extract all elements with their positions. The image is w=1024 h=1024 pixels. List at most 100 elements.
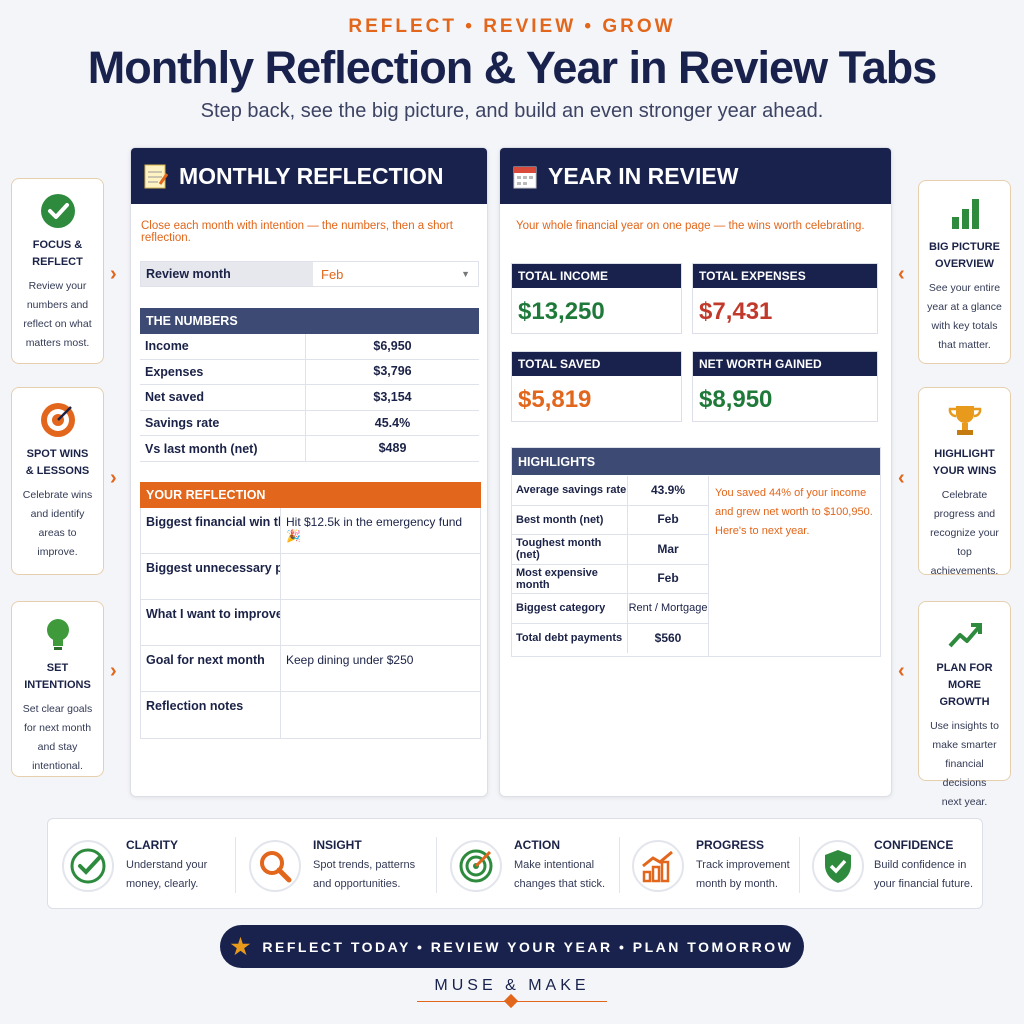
side-card-title: BIG PICTURE OVERVIEW [929, 241, 1000, 270]
kpi-total-saved: TOTAL SAVED $5,819 [511, 351, 682, 422]
shield-check-icon [825, 850, 851, 883]
reflection-input[interactable] [280, 692, 480, 738]
table-row: Most expensive month Feb [512, 564, 708, 594]
kpi-value: $13,250 [518, 298, 605, 325]
benefits-strip: CLARITY Understand your money, clearly. IN… [47, 818, 983, 909]
side-card-title: PLAN FOR MORE GROWTH [936, 662, 993, 708]
reflection-row: What I want to improve [141, 600, 480, 646]
check-circle-icon [70, 848, 106, 884]
table-row: Toughest month (net) Mar [512, 534, 708, 565]
side-card-text: Review your numbers and reflect on what mat… [23, 280, 92, 349]
brand-name: MUSE & MAKE [434, 977, 590, 994]
side-card-title: HIGHLIGHT YOUR WINS [932, 448, 997, 477]
year-panel-title: YEAR IN REVIEW [548, 162, 739, 189]
trophy-icon [948, 406, 981, 435]
arrow-left-icon: ‹ [898, 263, 905, 285]
reflection-row: Goal for next month Keep dining under $25… [141, 646, 480, 692]
kpi-label: TOTAL INCOME [512, 264, 681, 288]
table-row: Average savings rate 43.9% [512, 475, 708, 506]
year-in-review-panel: YEAR IN REVIEW Your whole financial year… [499, 147, 892, 797]
kpi-value: $7,431 [699, 298, 773, 325]
kpi-total-expenses: TOTAL EXPENSES $7,431 [692, 263, 878, 334]
arrow-left-icon: ‹ [898, 660, 905, 682]
chevron-down-icon: ▼ [461, 269, 470, 279]
arrow-right-icon: › [110, 263, 117, 285]
kpi-net-worth-gained: NET WORTH GAINED $8,950 [692, 351, 878, 422]
table-row: Savings rate 45.4% [140, 410, 479, 437]
table-row: Best month (net) Feb [512, 505, 708, 535]
year-intro: Your whole financial year on one page — … [516, 220, 865, 232]
brand-underline [417, 993, 607, 1009]
brand-logo: MUSE & MAKE [0, 977, 1024, 1009]
reflection-input[interactable] [280, 600, 480, 646]
side-card-title: SET INTENTIONS [24, 662, 91, 691]
bar-chart-icon [951, 199, 979, 229]
bottom-banner: ★ REFLECT TODAY • REVIEW YOUR YEAR • PLA… [220, 925, 804, 968]
highlights-note: You saved 44% of your income and grew ne… [708, 476, 880, 656]
trend-up-icon [948, 623, 982, 648]
highlights-header: HIGHLIGHTS [512, 448, 880, 475]
benefit-progress: PROGRESS Track improvement month by month. [632, 838, 790, 894]
lightbulb-icon [46, 619, 69, 650]
numbers-header: THE NUMBERS [140, 308, 479, 334]
kpi-label: NET WORTH GAINED [693, 352, 877, 376]
reflection-table: YOUR REFLECTION Biggest financial win th… [140, 482, 481, 739]
benefit-clarity: CLARITY Understand your money, clearly. [62, 838, 207, 894]
side-card-text: Set clear goals for next month and stay int… [22, 703, 93, 772]
review-month-select[interactable]: Feb ▼ [313, 262, 478, 286]
monthly-reflection-panel: MONTHLY REFLECTION Close each month with… [130, 147, 488, 797]
calendar-icon [513, 166, 537, 189]
diamond-icon [503, 993, 519, 1009]
page-subtitle: Step back, see the big picture, and buil… [200, 100, 824, 122]
side-card-spot-wins: SPOT WINS & LESSONS Celebrate wins and ide… [11, 387, 104, 575]
kpi-total-income: TOTAL INCOME $13,250 [511, 263, 682, 334]
notepad-icon [144, 164, 169, 189]
side-card-title: FOCUS & REFLECT [32, 239, 83, 268]
side-card-plan-growth: PLAN FOR MORE GROWTH Use insights to make … [918, 601, 1011, 808]
highlights-table: HIGHLIGHTS Average savings rate 43.9% Bes… [511, 447, 881, 657]
header-kicker: REFLECT • REVIEW • GROW [348, 16, 676, 37]
review-month-label: Review month [141, 262, 313, 286]
benefit-insight: INSIGHT Spot trends, patterns and opportun… [249, 838, 415, 894]
target-icon [40, 403, 75, 437]
side-card-set-intentions: SET INTENTIONS Set clear goals for next m… [11, 601, 104, 777]
side-card-highlight-wins: HIGHLIGHT YOUR WINS Celebrate progress and… [918, 387, 1011, 577]
reflection-input[interactable]: Hit $12.5k in the emergency fund 🎉 [280, 508, 480, 554]
side-card-focus-reflect: FOCUS & REFLECT Review your numbers and ref… [11, 178, 104, 364]
reflection-row: Biggest unnecessary purc [141, 554, 480, 600]
side-card-text: See your entire year at a glance with key … [927, 282, 1002, 351]
arrow-right-icon: › [110, 660, 117, 682]
banner-text: REFLECT TODAY • REVIEW YOUR YEAR • PLAN … [262, 938, 794, 955]
side-card-text: Celebrate progress and recognize your top a… [930, 489, 999, 577]
kpi-label: TOTAL EXPENSES [693, 264, 877, 288]
monthly-panel-header: MONTHLY REFLECTION [131, 148, 487, 204]
side-card-big-picture: BIG PICTURE OVERVIEW See your entire year … [918, 180, 1011, 364]
review-month-value: Feb [321, 266, 344, 282]
reflection-input[interactable] [280, 554, 480, 600]
numbers-table: THE NUMBERS Income $6,950 Expenses $3,796 … [140, 308, 479, 462]
review-month-row: Review month Feb ▼ [140, 261, 479, 287]
page-title: Monthly Reflection & Year in Review Tabs [87, 42, 938, 93]
kpi-value: $5,819 [518, 386, 592, 413]
magnifier-icon [260, 851, 292, 883]
monthly-panel-title: MONTHLY REFLECTION [179, 162, 444, 189]
arrow-right-icon: › [110, 467, 117, 489]
side-card-title: SPOT WINS & LESSONS [25, 448, 90, 477]
monthly-intro: Close each month with intention — the nu… [141, 220, 453, 244]
table-row: Income $6,950 [140, 333, 479, 360]
table-row: Net saved $3,154 [140, 384, 479, 411]
star-icon: ★ [230, 933, 251, 959]
table-row: Expenses $3,796 [140, 359, 479, 386]
table-row: Vs last month (net) $489 [140, 436, 479, 462]
target-arrow-icon [459, 849, 493, 883]
arrow-left-icon: ‹ [898, 467, 905, 489]
benefit-confidence: CONFIDENCE Build confidence in your financ… [812, 838, 973, 894]
reflection-row: Reflection notes [141, 692, 480, 738]
side-card-text: Celebrate wins and identify areas to improv… [22, 489, 93, 558]
side-card-text: Use insights to make smarter financial dec… [930, 720, 999, 808]
reflection-input[interactable]: Keep dining under $250 [280, 646, 480, 692]
kpi-value: $8,950 [699, 386, 773, 413]
table-row: Biggest category Rent / Mortgage [512, 593, 708, 624]
check-circle-icon [40, 194, 75, 228]
table-row: Total debt payments $560 [512, 623, 708, 654]
